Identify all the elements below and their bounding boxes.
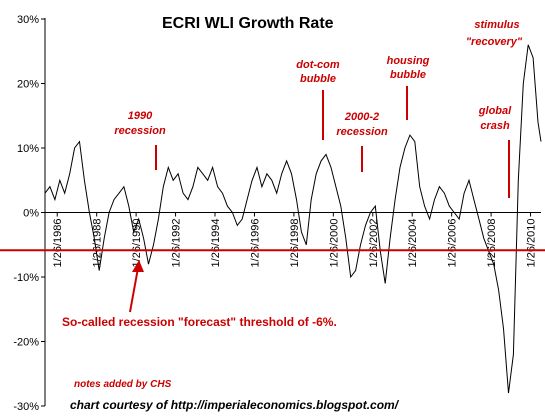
- annotation-stimulus-line1: stimulus: [474, 19, 519, 31]
- y-tick-label: 20%: [17, 79, 39, 91]
- annotation-1990-line1: 1990: [128, 110, 153, 122]
- annotation-dotcom-line1: dot-com: [296, 59, 340, 71]
- annotation-1990-line2: recession: [114, 125, 166, 137]
- x-tick-label: 1/26/1998: [289, 219, 301, 268]
- annotation-dotcom-line2: bubble: [300, 73, 336, 85]
- notes-added-label: notes added by CHS: [74, 379, 172, 390]
- x-ticks: 1/26/1986 1/26/1988 1/26/1990 1/26/1992 1/26…: [52, 212, 538, 268]
- y-tick-label: -30%: [13, 401, 39, 413]
- x-tick-label: 1/26/2002: [368, 219, 380, 268]
- threshold-arrow-shaft: [129, 267, 139, 313]
- annotation-global-line1: global: [478, 105, 512, 117]
- annotation-2000-line2: recession: [336, 126, 388, 138]
- annotation-housing-line2: bubble: [390, 69, 426, 81]
- threshold-label: So-called recession "forecast" threshold…: [62, 315, 337, 329]
- threshold-arrow-head: [132, 260, 144, 272]
- x-tick-label: 1/26/2004: [407, 219, 419, 268]
- y-tick-label: -10%: [13, 272, 39, 284]
- x-tick-label: 1/26/2006: [447, 219, 459, 268]
- y-tick-label: -20%: [13, 337, 39, 349]
- x-tick-label: 1/26/1986: [52, 219, 64, 268]
- chart-title: ECRI WLI Growth Rate: [162, 15, 334, 32]
- y-tick-label: 30%: [17, 14, 39, 26]
- x-tick-label: 1/26/1988: [92, 219, 104, 268]
- chart-credit: chart courtesy of http://imperialeconomi…: [70, 398, 400, 412]
- x-tick-label: 1/26/1992: [171, 219, 183, 268]
- x-tick-label: 1/26/2008: [486, 219, 498, 268]
- y-tick-label: 0%: [23, 208, 39, 220]
- annotation-2000-line1: 2000-2: [344, 111, 379, 123]
- x-tick-label: 1/26/1996: [249, 219, 261, 268]
- y-tick-label: 10%: [17, 143, 39, 155]
- y-ticks: 30% 20% 10% 0% -10% -20% -30%: [13, 14, 45, 413]
- annotation-housing-line1: housing: [387, 55, 430, 67]
- x-tick-label: 1/26/2000: [328, 219, 340, 268]
- annotation-stimulus-line2: "recovery": [466, 36, 523, 48]
- x-tick-label: 1/26/1994: [210, 219, 222, 268]
- x-tick-label: 1/26/2010: [526, 219, 538, 268]
- series-line: [44, 44, 542, 394]
- annotation-global-line2: crash: [480, 120, 510, 132]
